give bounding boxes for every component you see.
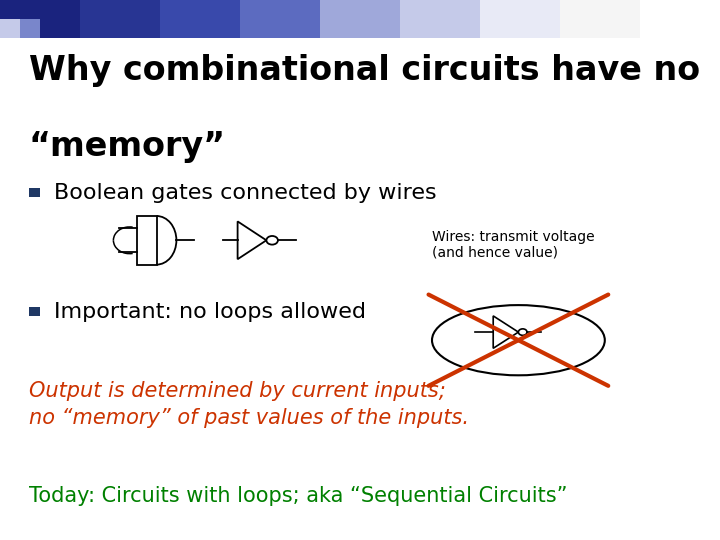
Text: Wires: transmit voltage
(and hence value): Wires: transmit voltage (and hence value… xyxy=(432,230,595,260)
Bar xyxy=(0,0,20,19)
Bar xyxy=(240,0,320,38)
Text: Output is determined by current inputs;: Output is determined by current inputs; xyxy=(29,381,446,401)
Text: Boolean gates connected by wires: Boolean gates connected by wires xyxy=(54,183,436,203)
Bar xyxy=(640,0,720,38)
Bar xyxy=(480,0,561,38)
Bar xyxy=(160,0,240,38)
Bar xyxy=(29,188,40,197)
Text: no “memory” of past values of the inputs.: no “memory” of past values of the inputs… xyxy=(29,408,469,428)
Bar xyxy=(0,19,20,38)
Bar xyxy=(0,0,81,38)
Bar xyxy=(20,19,40,38)
Bar xyxy=(400,0,481,38)
Text: Today: Circuits with loops; aka “Sequential Circuits”: Today: Circuits with loops; aka “Sequent… xyxy=(29,486,567,506)
Bar xyxy=(320,0,401,38)
Bar xyxy=(137,216,157,265)
Text: Important: no loops allowed: Important: no loops allowed xyxy=(54,301,366,322)
Text: “memory”: “memory” xyxy=(29,130,226,163)
Bar xyxy=(560,0,641,38)
Text: Why combinational circuits have no: Why combinational circuits have no xyxy=(29,54,700,87)
Bar xyxy=(80,0,161,38)
Bar xyxy=(29,307,40,316)
